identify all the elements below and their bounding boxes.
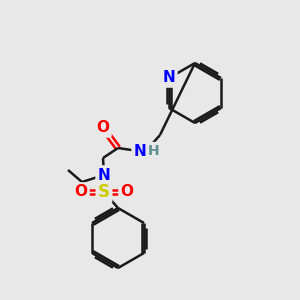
Text: H: H	[148, 144, 160, 158]
Text: O: O	[74, 184, 88, 200]
Text: O: O	[121, 184, 134, 200]
Text: N: N	[163, 70, 176, 86]
Text: S: S	[98, 183, 110, 201]
Text: N: N	[134, 145, 146, 160]
Text: O: O	[97, 121, 110, 136]
Text: N: N	[98, 167, 110, 182]
